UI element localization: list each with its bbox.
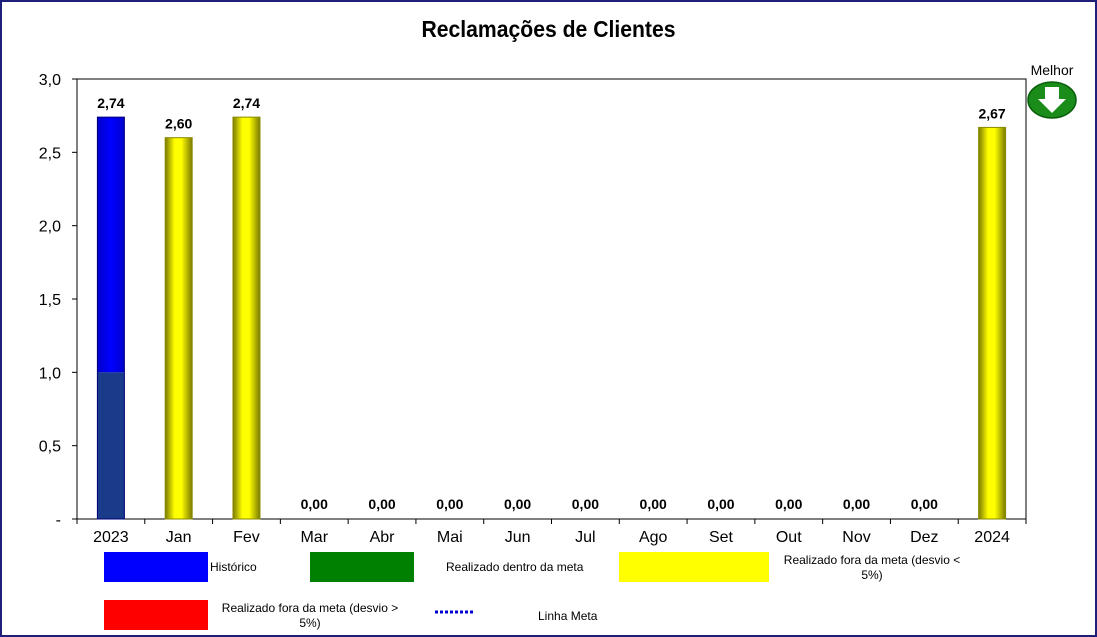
data-label: 0,00 — [640, 496, 667, 512]
y-tick-label: 3,0 — [39, 72, 61, 89]
y-tick-label: 1,5 — [39, 292, 61, 309]
y-tick-label: 2,0 — [39, 219, 61, 236]
y-tick-label: 0,5 — [39, 439, 61, 456]
data-label: 0,00 — [436, 496, 463, 512]
x-tick-label: Ago — [639, 529, 668, 546]
bar-historico-lower — [97, 372, 125, 519]
data-label: 2,74 — [97, 95, 124, 111]
x-tick-label: Out — [776, 529, 802, 546]
legend-label-fora-menor5: Realizado fora da meta (desvio < 5%) — [772, 553, 972, 583]
legend-swatch-dentro — [310, 552, 414, 582]
data-label: 0,00 — [707, 496, 734, 512]
data-label: 0,00 — [572, 496, 599, 512]
bar-jan — [164, 137, 193, 520]
legend-swatch-linha-meta — [435, 610, 475, 614]
x-tick-label: 2023 — [93, 529, 129, 546]
legend-label-fora-menor5-line1: Realizado fora da meta (desvio < — [783, 553, 961, 567]
legend-label-dentro: Realizado dentro da meta — [446, 560, 584, 574]
legend-swatch-fora-maior5 — [104, 600, 208, 630]
x-tick-label: Mai — [437, 529, 463, 546]
legend-label-fora-maior5-line1: Realizado fora da meta (desvio > — [221, 601, 399, 615]
bar-historico — [97, 117, 125, 373]
data-label: 0,00 — [911, 496, 938, 512]
arrow-down-icon — [1027, 81, 1077, 119]
x-tick-label: Nov — [842, 529, 870, 546]
legend-label-fora-maior5: Realizado fora da meta (desvio > 5%) — [210, 601, 410, 631]
chart-title: Reclamações de Clientes — [421, 16, 676, 42]
x-tick-label: Fev — [233, 529, 260, 546]
data-label: 2,60 — [165, 116, 192, 132]
x-tick-label: Jan — [166, 529, 192, 546]
x-tick-label: Jul — [575, 529, 595, 546]
data-label: 0,00 — [843, 496, 870, 512]
x-tick-label: 2024 — [974, 529, 1010, 546]
plot-area — [76, 78, 1027, 520]
y-tick-label: 1,0 — [39, 365, 61, 382]
x-tick-label: Dez — [910, 529, 938, 546]
better-indicator-label: Melhor — [1030, 62, 1074, 78]
legend-label-fora-menor5-line2: 5%) — [861, 568, 883, 582]
legend-label-linha-meta: Linha Meta — [538, 609, 598, 623]
bar-fev — [232, 116, 261, 520]
data-label: 2,67 — [978, 105, 1005, 121]
data-label: 2,74 — [233, 95, 260, 111]
better-indicator: Melhor — [1022, 62, 1082, 125]
data-label: 0,00 — [775, 496, 802, 512]
x-tick-label: Jun — [505, 529, 531, 546]
legend-label-fora-maior5-line2: 5%) — [299, 616, 321, 630]
bar-2024 — [978, 126, 1007, 520]
data-label: 0,00 — [368, 496, 395, 512]
x-tick-label: Abr — [370, 529, 396, 546]
legend-swatch-historico — [104, 552, 208, 582]
legend-swatch-fora-menor5 — [619, 552, 769, 582]
y-tick-label: - — [56, 512, 61, 529]
data-label: 0,00 — [301, 496, 328, 512]
data-label: 0,00 — [504, 496, 531, 512]
x-tick-label: Mar — [300, 529, 328, 546]
bar-outline — [96, 116, 125, 520]
y-tick-label: 2,5 — [39, 145, 61, 162]
x-tick-label: Set — [709, 529, 734, 546]
legend-label-historico: Histórico — [210, 560, 257, 574]
